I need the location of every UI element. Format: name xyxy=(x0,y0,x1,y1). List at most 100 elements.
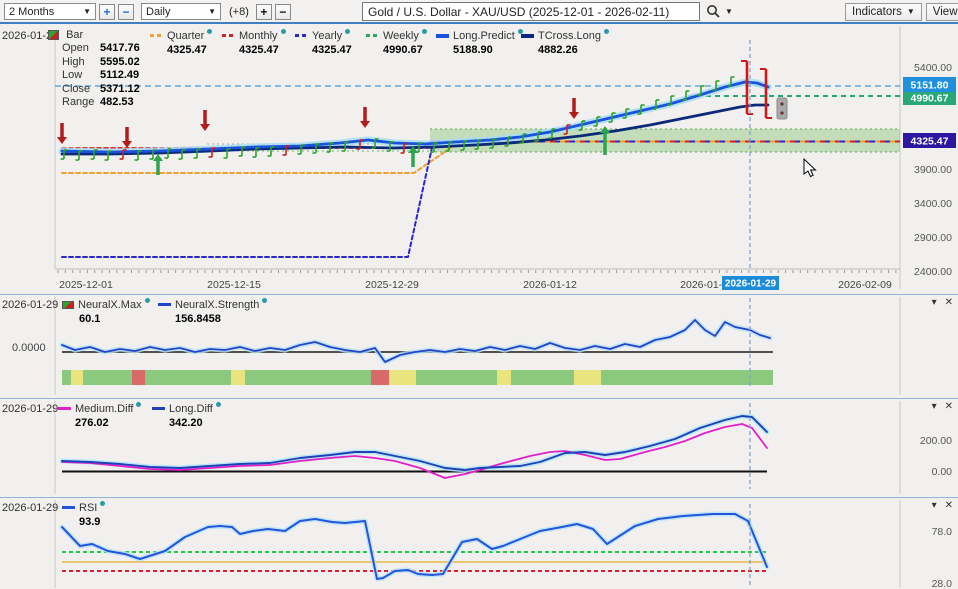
search-icon[interactable] xyxy=(706,4,721,19)
legend-item-rsi: RSI 93.9 xyxy=(62,501,106,528)
legend-item-long-predict: Long.Predict 5188.90 xyxy=(436,29,523,56)
info-icon[interactable] xyxy=(262,298,268,303)
info-icon[interactable] xyxy=(136,402,142,407)
legend-item-medium-diff: Medium.Diff 276.02 xyxy=(58,402,142,429)
y-axis-label: 78.0 xyxy=(932,526,953,538)
rsi-line xyxy=(61,513,768,580)
svg-text:4325.47: 4325.47 xyxy=(911,136,949,148)
info-icon[interactable] xyxy=(215,402,221,407)
weekly-price-badge: 4990.67 xyxy=(903,91,956,105)
x-axis-ticks xyxy=(57,270,897,273)
long-diff-line xyxy=(61,415,768,471)
period-select-value: Daily xyxy=(146,5,171,18)
svg-text:2026-01-29: 2026-01-29 xyxy=(725,279,777,290)
predict-price-badge: 5151.80 xyxy=(903,77,956,92)
panel-menu-button[interactable]: ▾ xyxy=(931,401,937,412)
panel-close-button[interactable]: ✕ xyxy=(944,401,953,412)
range-label: Range xyxy=(62,96,95,108)
rsi-glow xyxy=(59,511,770,582)
rsi-svg: 78.0 28.0 xyxy=(54,500,953,589)
info-icon[interactable] xyxy=(421,29,427,34)
panel-close-button[interactable]: ✕ xyxy=(944,500,953,511)
legend-value: 276.02 xyxy=(75,416,109,429)
info-icon[interactable] xyxy=(603,29,609,34)
info-icon[interactable] xyxy=(280,29,286,34)
drag-handle[interactable] xyxy=(776,97,788,120)
x-axis-label: 2026-02-09 xyxy=(838,279,892,291)
legend-item-monthly: Monthly 4325.47 xyxy=(222,29,286,56)
search-dropdown-caret[interactable]: ▼ xyxy=(725,7,733,16)
symbol-title-text: Gold / U.S. Dollar - XAU/USD (2025-12-01… xyxy=(368,4,670,19)
info-icon[interactable] xyxy=(144,298,150,303)
legend-label: Quarter xyxy=(167,29,205,42)
legend-item-quarter: Quarter 4325.47 xyxy=(150,29,213,56)
yearly-dashed-line xyxy=(61,142,434,258)
zero-axis-label: 0.0000 xyxy=(12,342,46,354)
selected-date-badge: 2026-01-29 xyxy=(722,276,779,290)
neuralx-strength-glow xyxy=(59,317,773,365)
symbol-title-input[interactable]: Gold / U.S. Dollar - XAU/USD (2025-12-01… xyxy=(362,2,700,21)
long-predict-swatch-icon xyxy=(436,33,449,38)
remove-bars-button[interactable]: − xyxy=(274,3,291,20)
quarter-dashed-line xyxy=(61,146,453,174)
range-select[interactable]: 2 Months ▼ xyxy=(4,3,96,20)
y-axis-label: 0.00 xyxy=(932,466,953,478)
info-icon[interactable] xyxy=(345,29,351,34)
indicators-button[interactable]: Indicators ▼ xyxy=(845,2,922,21)
crosshair-date-label: 2026-01-29 xyxy=(2,30,59,42)
legend-label: Long.Diff xyxy=(169,402,213,415)
buy-arrow xyxy=(600,126,610,155)
x-axis-label: 2025-12-15 xyxy=(207,279,261,291)
buy-arrow xyxy=(153,154,163,175)
neuralx-strength-swatch-icon xyxy=(158,303,171,307)
info-icon[interactable] xyxy=(207,29,213,34)
panel-menu-button[interactable]: ▾ xyxy=(931,500,937,511)
long-predict-line xyxy=(60,80,770,154)
low-value: 5112.49 xyxy=(100,69,140,81)
y-axis-label: 3400.00 xyxy=(914,198,952,210)
info-icon[interactable] xyxy=(517,29,523,34)
crosshair-date-label: 2026-01-29 xyxy=(2,502,59,514)
sell-arrow xyxy=(360,107,370,128)
legend-item-long-diff: Long.Diff 342.20 xyxy=(152,402,221,429)
legend-label: Monthly xyxy=(239,29,278,42)
period-select[interactable]: Daily ▼ xyxy=(141,3,221,20)
panel-controls: ▾ ✕ xyxy=(932,500,953,511)
legend-value: 4325.47 xyxy=(312,43,352,56)
range-increase-button[interactable]: + xyxy=(99,3,115,20)
open-label: Open xyxy=(62,42,89,54)
x-axis-label: 2025-12-01 xyxy=(59,279,113,291)
bars-offset-label: (+8) xyxy=(229,5,249,18)
add-bars-button[interactable]: + xyxy=(255,3,272,20)
yearly-swatch-icon xyxy=(295,34,308,38)
panel-menu-button[interactable]: ▾ xyxy=(931,297,937,308)
main-chart-svg: 2025-12-01 2025-12-15 2025-12-29 2026-01-12… xyxy=(54,26,956,291)
sell-arrow xyxy=(57,123,67,144)
sell-arrow xyxy=(569,98,579,119)
legend-value: 4325.47 xyxy=(239,43,279,56)
range-decrease-button[interactable]: − xyxy=(118,3,134,20)
monthly-swatch-icon xyxy=(222,34,235,38)
legend-value: 4882.26 xyxy=(538,43,578,56)
x-axis-label: 2026-01-12 xyxy=(523,279,577,291)
legend-value: 5188.90 xyxy=(453,43,493,56)
panel-controls: ▾ ✕ xyxy=(932,297,953,308)
open-value: 5417.76 xyxy=(100,42,140,54)
legend-label: RSI xyxy=(79,501,98,514)
legend-label: NeuralX.Max xyxy=(78,298,142,311)
panel-close-button[interactable]: ✕ xyxy=(944,297,953,308)
legend-label: Long.Predict xyxy=(453,29,515,42)
legend-item-yearly: Yearly 4325.47 xyxy=(295,29,352,56)
y-axis-label: 2900.00 xyxy=(914,232,952,244)
y-axis-label: 200.00 xyxy=(920,435,952,447)
close-value: 5371.12 xyxy=(100,82,140,95)
crosshair-date-label: 2026-01-29 xyxy=(2,403,59,415)
rsi-swatch-icon xyxy=(62,506,75,510)
y-axis-label: 28.0 xyxy=(932,578,953,589)
views-button[interactable]: Views ▼ xyxy=(925,2,958,21)
predicted-range-bar xyxy=(760,68,772,119)
rsi-panel: 78.0 28.0 2026-01-29 RSI 93.9 ▾ ✕ xyxy=(0,497,958,589)
info-icon[interactable] xyxy=(100,501,106,506)
legend-label: Weekly xyxy=(383,29,419,42)
